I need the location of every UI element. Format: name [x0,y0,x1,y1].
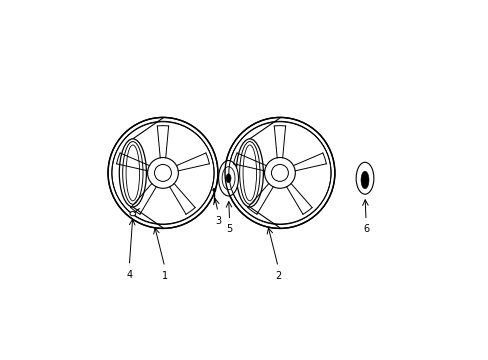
Text: 4: 4 [126,270,132,280]
Ellipse shape [212,188,216,192]
Ellipse shape [218,161,238,196]
Ellipse shape [264,158,295,188]
Ellipse shape [119,139,146,207]
Text: 2: 2 [274,271,281,281]
Ellipse shape [154,165,171,181]
Ellipse shape [122,141,142,204]
Text: 3: 3 [214,216,221,226]
Ellipse shape [126,145,140,201]
Ellipse shape [236,139,263,207]
Ellipse shape [360,171,368,189]
Text: 1: 1 [162,271,167,281]
Ellipse shape [225,174,230,183]
Text: 5: 5 [226,224,232,234]
Text: 6: 6 [362,224,368,234]
Ellipse shape [355,162,373,194]
Ellipse shape [239,141,260,204]
Ellipse shape [130,212,135,216]
Ellipse shape [147,158,178,188]
Ellipse shape [243,145,256,201]
Ellipse shape [271,165,288,181]
